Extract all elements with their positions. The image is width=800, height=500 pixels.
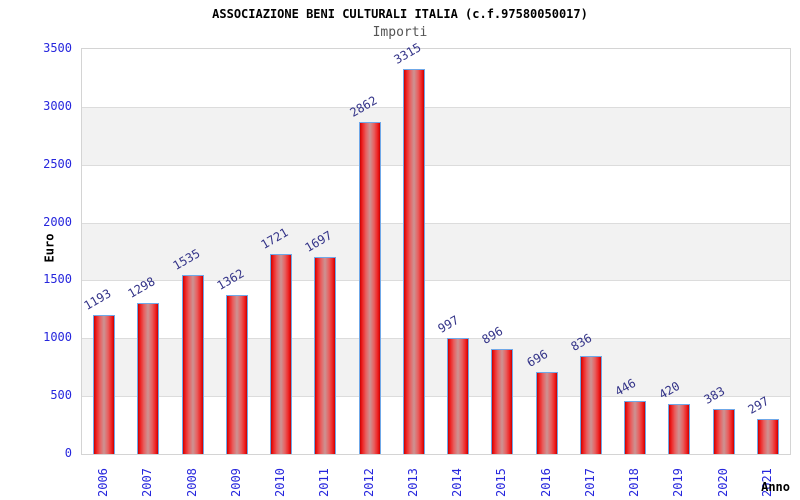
x-tick-label: 2019	[671, 468, 686, 497]
bar-2018	[624, 401, 646, 454]
y-tick-label: 2500	[43, 156, 72, 171]
y-tick-label: 3000	[43, 98, 72, 113]
bar-2007	[137, 303, 159, 454]
y-tick-label: 1500	[43, 272, 72, 287]
x-tick-label: 2020	[715, 468, 730, 497]
bar-2009	[226, 295, 248, 454]
bar-2012	[359, 122, 381, 454]
gridline	[82, 164, 790, 166]
chart-title: ASSOCIAZIONE BENI CULTURALI ITALIA (c.f.…	[212, 7, 588, 21]
x-tick-label: 2006	[96, 468, 111, 497]
x-tick-label: 2010	[273, 468, 288, 497]
y-tick-label: 2000	[43, 214, 72, 229]
bar-value-label: 997	[435, 312, 462, 336]
bar-value-label: 3315	[391, 40, 424, 67]
gridline	[82, 338, 790, 340]
bar-2015	[491, 349, 513, 454]
x-tick-label: 2016	[538, 468, 553, 497]
plot-area: 1193 1298 1535 1362 1721 1697 2862 3315 997 896 69…	[81, 40, 791, 455]
bar-value-label: 297	[745, 393, 772, 417]
x-tick-label: 2009	[228, 468, 243, 497]
gridline	[82, 106, 790, 108]
x-tick-label: 2007	[140, 468, 155, 497]
bar-2011	[314, 257, 336, 454]
bar-2008	[182, 275, 204, 454]
y-tick-label: 3500	[43, 41, 72, 55]
gridline	[82, 280, 790, 282]
x-tick-label: 2015	[494, 468, 509, 497]
bar-2019	[668, 404, 690, 454]
bar-2021	[757, 419, 779, 454]
x-tick-label: 2017	[582, 468, 597, 497]
y-tick-label: 1000	[43, 330, 72, 345]
bar-2017	[580, 356, 602, 454]
gridline	[82, 396, 790, 398]
y-tick-label: 0	[64, 446, 72, 460]
plot-band	[82, 106, 790, 165]
y-axis-title: Euro	[42, 233, 57, 263]
gridline	[82, 222, 790, 224]
x-tick-label: 2008	[184, 468, 199, 497]
y-tick-label: 500	[50, 388, 72, 403]
bar-2014	[447, 338, 469, 454]
x-axis-title: Anno	[761, 480, 790, 494]
bar-2013	[403, 69, 425, 454]
x-tick-label: 2014	[450, 468, 465, 497]
bar-2006	[93, 315, 115, 454]
x-tick-label: 2013	[405, 468, 420, 497]
x-tick-label: 2018	[627, 468, 642, 497]
bar-value-label: 1193	[81, 286, 114, 313]
chart-subtitle: Importi	[372, 25, 428, 40]
bar-2020	[713, 409, 735, 454]
x-tick-label: 2011	[317, 468, 332, 497]
plot-band	[82, 222, 790, 281]
x-tick-label: 2012	[361, 468, 376, 497]
bar-2010	[270, 254, 292, 454]
bar-2016	[536, 372, 558, 454]
